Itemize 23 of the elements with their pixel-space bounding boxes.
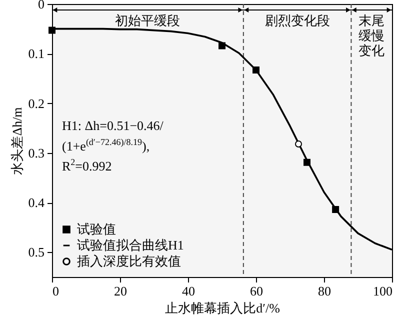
y-axis-title: 水头差Δh/m bbox=[9, 107, 24, 175]
legend-label: 插入深度比有效值 bbox=[77, 254, 181, 268]
x-tick-label: 100 bbox=[373, 284, 392, 298]
point bbox=[48, 26, 56, 34]
y-tick-label: 0.1 bbox=[28, 46, 44, 62]
x-axis-title: 止水帷幕插入比d′/% bbox=[165, 300, 280, 316]
text: H1: Δh=0.51−0.46/ (1+e$^{(d′−72.46)/8.19}$), R$^{2}$=0.992 bbox=[62, 118, 164, 174]
band-label: 剧烈变化段 bbox=[264, 13, 330, 28]
x-tick-label: 80 bbox=[318, 284, 331, 298]
legend-label: 试验值 bbox=[77, 222, 116, 236]
x-tick-label: 20 bbox=[114, 284, 127, 298]
y-tick-label: 0.2 bbox=[28, 96, 44, 111]
x-tick-label: 40 bbox=[182, 284, 195, 298]
legend-label: 试验值拟合曲线H1 bbox=[77, 238, 184, 252]
y-tick-label: 0.4 bbox=[28, 195, 45, 210]
x-tick-label: 60 bbox=[250, 284, 263, 298]
band-label: 初始平缓段 bbox=[115, 13, 180, 28]
y-tick-label: 0.5 bbox=[28, 244, 44, 260]
band-label: 末尾缓慢变化 bbox=[358, 13, 385, 58]
y-tick-label: 0.3 bbox=[28, 145, 44, 160]
point bbox=[295, 140, 302, 148]
y-tick-label: 0 bbox=[38, 0, 44, 12]
x-tick-label: 0 bbox=[52, 284, 59, 298]
